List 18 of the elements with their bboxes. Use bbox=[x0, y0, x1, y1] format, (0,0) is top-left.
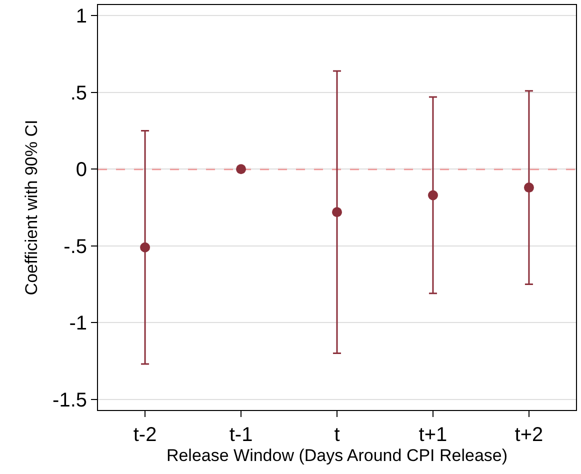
x-tick-label: t-2 bbox=[133, 424, 157, 446]
x-tick-label: t bbox=[334, 424, 340, 446]
point bbox=[524, 182, 534, 193]
point bbox=[140, 242, 150, 252]
x-tick-label: t-1 bbox=[229, 424, 253, 446]
y-axis-title: Coefficient with 90% CI bbox=[22, 120, 42, 296]
x-tick-label: t+1 bbox=[418, 424, 448, 446]
y-tick-label: -.5 bbox=[64, 236, 87, 258]
y-tick-label: -1 bbox=[69, 312, 87, 335]
y-tick-label: .5 bbox=[70, 82, 87, 104]
y-tick-label: -1.5 bbox=[52, 389, 87, 412]
y-tick-label: 1 bbox=[76, 6, 87, 28]
point bbox=[236, 164, 246, 174]
point bbox=[332, 207, 342, 218]
x-axis-title: Release Window (Days Around CPI Release) bbox=[166, 446, 508, 465]
point bbox=[428, 190, 438, 200]
x-tick-label: t+2 bbox=[514, 424, 544, 446]
y-tick-label: 0 bbox=[76, 159, 87, 182]
